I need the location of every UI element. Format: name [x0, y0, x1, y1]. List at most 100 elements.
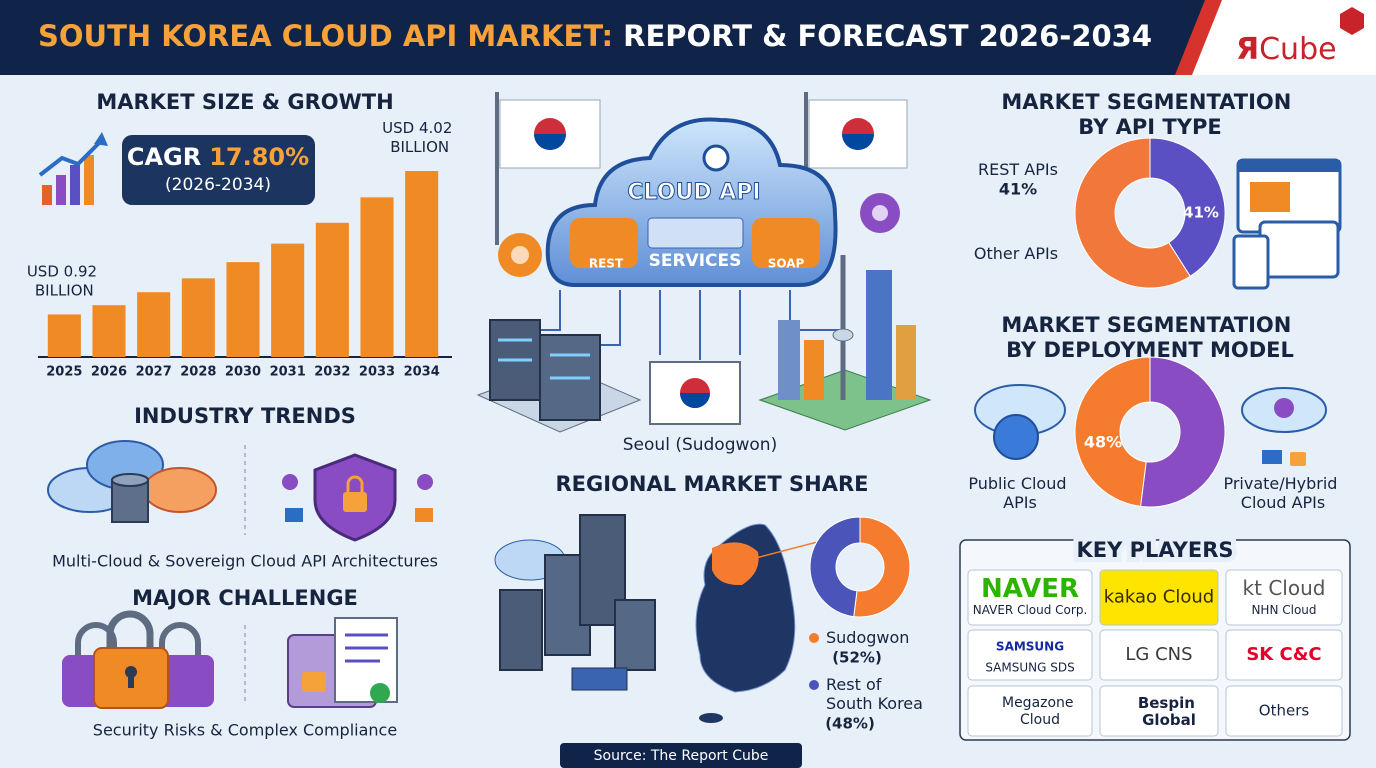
growth-icon [94, 132, 108, 146]
header [0, 0, 1376, 75]
cloud-title: CLOUD API [627, 180, 760, 205]
header [1175, 0, 1222, 75]
gear [498, 193, 900, 277]
donut-slice [1140, 356, 1226, 508]
x-tick-label: 2026 [91, 365, 127, 380]
flag-left [534, 134, 566, 150]
donut-title: MARKET SEGMENTATION BY DEPLOYMENT MODEL [1001, 313, 1298, 362]
player-card [967, 629, 1093, 681]
city-label: Seoul (Sudogwon) [623, 435, 777, 455]
bar [360, 197, 394, 357]
right-illustrations [1238, 160, 1340, 172]
flag-right [842, 134, 874, 150]
regional-title: REGIONAL MARKET SHARE [556, 472, 869, 496]
value-label: (48%) [825, 715, 875, 733]
donut-title: MARKET SEGMENTATION BY API TYPE [1001, 90, 1298, 139]
regional-illustration [499, 589, 543, 671]
value-label: 41% [1183, 204, 1219, 222]
header [0, 0, 1376, 75]
player-name: LG CNS [1125, 644, 1192, 665]
x-tick-label: 2028 [180, 365, 216, 380]
services-label: SERVICES [649, 251, 742, 271]
challenge-illustration [62, 610, 398, 709]
donut-slice [1149, 137, 1226, 278]
bar [181, 278, 215, 357]
value-label: USD 0.92 BILLION [27, 262, 102, 299]
city [866, 270, 892, 400]
right-illustrations [1250, 182, 1290, 212]
soap-label: SOAP [768, 257, 805, 271]
right-illustrations [1290, 452, 1306, 466]
x-tick-label: 2030 [225, 365, 261, 380]
legend-swatch [809, 633, 819, 643]
challenge-illustration [370, 683, 390, 703]
player-card [967, 569, 1093, 626]
servers-left [476, 319, 642, 433]
donut-slice [853, 516, 911, 618]
donut-slice [809, 516, 861, 618]
x-tick-label: 2034 [404, 365, 440, 380]
challenge-illustration [159, 622, 201, 655]
right-illustrations [974, 158, 1342, 466]
trends-illustration [346, 475, 364, 492]
bar [47, 314, 81, 357]
players-title: KEY PLAYERS [1077, 538, 1234, 562]
player-name: SAMSUNG SDS [985, 661, 1074, 675]
player-card [1225, 685, 1343, 737]
source-box [560, 743, 802, 768]
player-name: Others [1259, 702, 1310, 720]
growth-icon [38, 132, 108, 205]
flag-right [804, 92, 908, 245]
donut-slice [1074, 356, 1151, 507]
player-card [1225, 569, 1343, 626]
bar [92, 305, 126, 357]
right-illustrations [1274, 398, 1294, 418]
value-label: (52%) [832, 649, 882, 667]
player-name: NHN Cloud [1251, 603, 1316, 617]
x-tick-label: 2033 [359, 365, 395, 380]
regional-illustration [712, 542, 759, 586]
logo: ЯCube [1236, 32, 1337, 67]
trends-caption: Multi-Cloud & Sovereign Cloud API Archit… [52, 552, 438, 571]
player-name: Megazone Cloud [1002, 695, 1078, 728]
player-name: SK C&C [1246, 644, 1321, 665]
x-tick-label: 2027 [136, 365, 172, 380]
trends-illustration [143, 467, 217, 513]
bar [271, 243, 305, 357]
cagr-label: CAGR [127, 143, 201, 171]
cloud-illustration [702, 144, 730, 172]
trends-illustration [47, 440, 433, 542]
cloud-illustration [647, 217, 744, 249]
regional-illustration [699, 713, 723, 723]
growth-icon [70, 165, 80, 205]
regional-illustration [747, 539, 826, 561]
right-illustrations [1262, 450, 1282, 464]
player-card [1099, 569, 1219, 626]
player-name: NAVER [981, 574, 1079, 604]
player-name: Bespin Global [1138, 694, 1200, 729]
right-illustrations [993, 414, 1039, 460]
header [1340, 7, 1364, 35]
cagr-period: (2026-2034) [165, 175, 271, 195]
source: Source: The Report Cube [594, 748, 769, 764]
flag-center [649, 361, 741, 425]
player-card [1099, 685, 1219, 737]
bar [137, 292, 171, 357]
challenge-illustration [302, 672, 326, 692]
player-card [967, 685, 1093, 737]
x-tick-label: 2025 [46, 365, 82, 380]
logo-mark: Я [1236, 32, 1259, 67]
cloud-illustration [752, 218, 820, 268]
trends-illustration [282, 474, 298, 490]
gear [511, 246, 529, 264]
player-name: SAMSUNG [996, 640, 1064, 654]
title-highlight: SOUTH KOREA CLOUD API MARKET: [38, 19, 613, 53]
bar-title: MARKET SIZE & GROWTH [96, 90, 393, 114]
header [1180, 0, 1376, 75]
value-label: 41% [999, 180, 1037, 199]
growth-icon [38, 138, 104, 177]
regional-illustration [571, 667, 628, 691]
category-label: Private/Hybrid Cloud APIs [1223, 474, 1342, 512]
value-label: 48% [1084, 433, 1122, 452]
